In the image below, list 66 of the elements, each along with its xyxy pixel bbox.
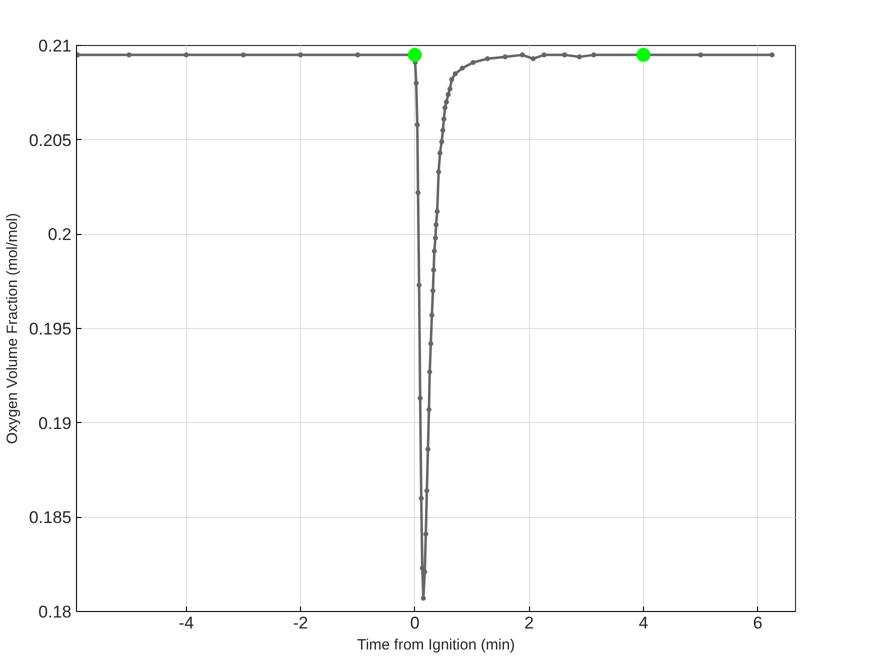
point bbox=[484, 56, 490, 62]
point bbox=[416, 190, 421, 196]
point bbox=[76, 52, 80, 58]
point bbox=[436, 169, 442, 174]
x-tick-label: -2 bbox=[292, 614, 308, 632]
point bbox=[770, 52, 775, 58]
point bbox=[418, 396, 423, 401]
point bbox=[502, 54, 508, 60]
y-tick-label: 0.18 bbox=[38, 602, 72, 622]
point bbox=[240, 52, 246, 58]
point bbox=[434, 209, 440, 214]
x-tick-label: 6 bbox=[753, 614, 763, 632]
point bbox=[425, 446, 430, 452]
point bbox=[414, 80, 419, 86]
y-tick-label: 0.185 bbox=[28, 508, 72, 528]
point bbox=[530, 56, 536, 62]
point bbox=[298, 52, 304, 58]
point bbox=[444, 100, 449, 105]
point bbox=[430, 288, 436, 294]
point bbox=[698, 52, 704, 58]
point bbox=[447, 86, 452, 92]
point bbox=[452, 71, 458, 76]
point bbox=[184, 52, 189, 58]
point bbox=[408, 48, 422, 62]
point bbox=[442, 105, 448, 110]
point bbox=[414, 122, 420, 128]
point bbox=[449, 76, 454, 82]
y-tick-label: 0.2 bbox=[48, 225, 72, 244]
point bbox=[126, 52, 132, 58]
y-tick-label: 0.195 bbox=[28, 320, 72, 338]
y-axis-title: Oxygen Volume Fraction (mol/mol) bbox=[4, 213, 21, 444]
point bbox=[431, 268, 436, 273]
point bbox=[418, 496, 424, 501]
point bbox=[520, 52, 525, 58]
point bbox=[432, 248, 437, 254]
point bbox=[432, 235, 438, 240]
point bbox=[441, 116, 446, 122]
point bbox=[470, 60, 476, 65]
point bbox=[428, 341, 434, 346]
x-tick-label: 4 bbox=[638, 614, 648, 632]
point bbox=[420, 596, 426, 601]
point bbox=[416, 282, 422, 288]
point bbox=[429, 312, 434, 318]
point bbox=[591, 52, 596, 58]
point bbox=[423, 532, 428, 537]
x-tick-label: 0 bbox=[410, 614, 420, 632]
point bbox=[576, 54, 582, 60]
point bbox=[439, 139, 444, 144]
x-tick-label: 2 bbox=[524, 614, 534, 632]
point bbox=[426, 407, 432, 412]
x-tick-label: -4 bbox=[178, 614, 194, 632]
point bbox=[355, 52, 360, 58]
y-tick-label: 0.21 bbox=[38, 36, 72, 56]
point bbox=[562, 52, 568, 58]
y-tick-label: 0.19 bbox=[38, 414, 72, 433]
point bbox=[542, 52, 547, 58]
point bbox=[460, 66, 465, 71]
point bbox=[438, 150, 442, 156]
point bbox=[427, 369, 432, 374]
x-axis-title: Time from Ignition (min) bbox=[357, 636, 515, 654]
point bbox=[440, 128, 446, 133]
point bbox=[446, 92, 451, 98]
point bbox=[636, 48, 650, 62]
point bbox=[424, 488, 430, 494]
point bbox=[434, 222, 439, 228]
y-tick-label: 0.205 bbox=[28, 130, 72, 150]
